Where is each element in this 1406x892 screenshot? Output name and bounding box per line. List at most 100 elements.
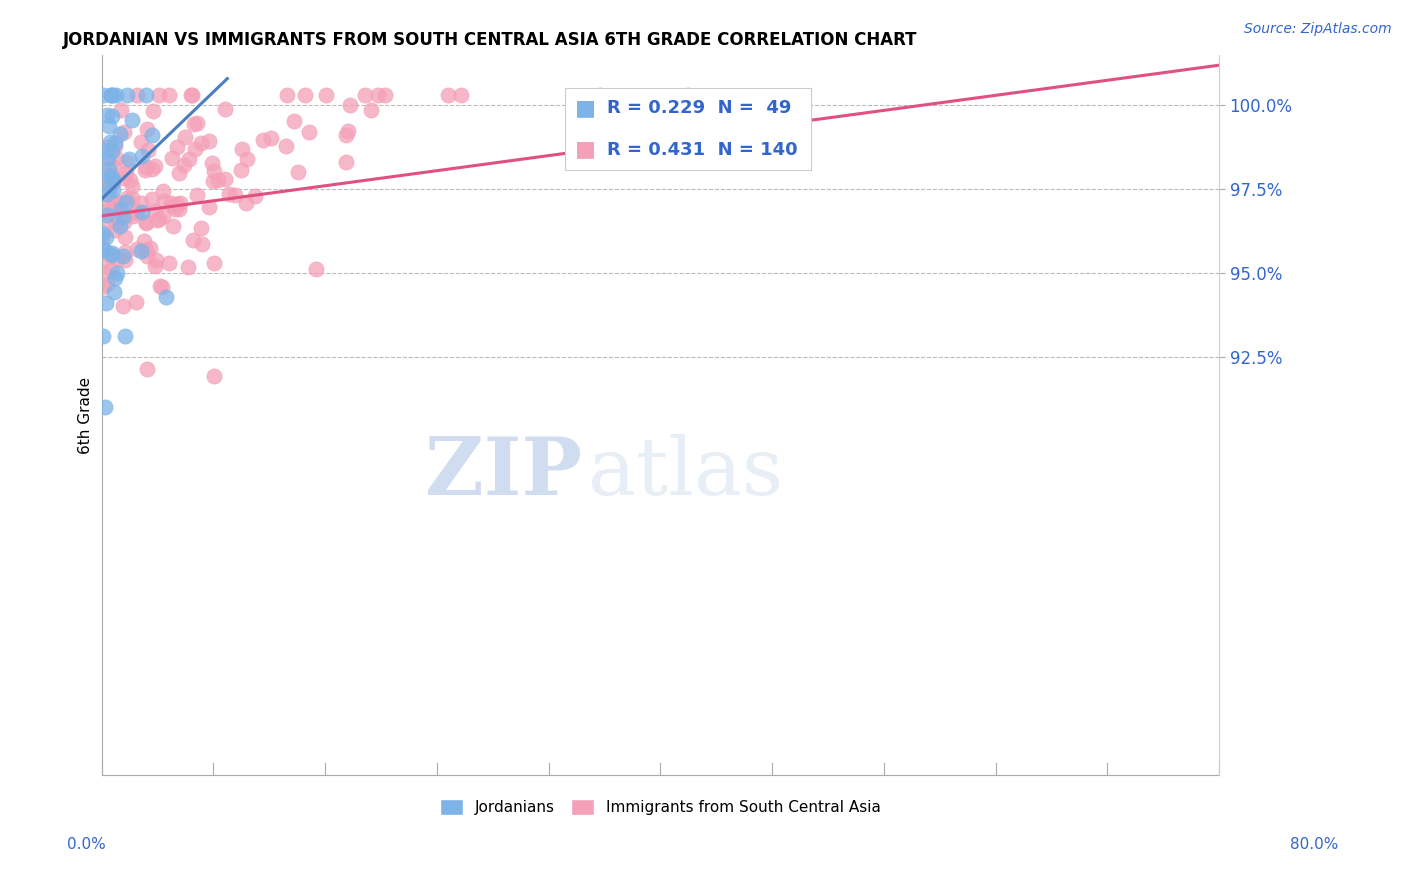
Point bbox=[131, 244, 153, 259]
Point bbox=[167, 202, 190, 216]
Point bbox=[96, 217, 118, 231]
Point bbox=[115, 88, 138, 103]
Point bbox=[91, 230, 114, 244]
Point bbox=[224, 187, 246, 202]
Point bbox=[136, 249, 159, 263]
Point bbox=[104, 208, 127, 222]
Point bbox=[197, 200, 219, 214]
Point bbox=[100, 247, 122, 261]
Point bbox=[91, 203, 114, 218]
Point bbox=[360, 103, 382, 117]
Point bbox=[94, 230, 117, 244]
Point bbox=[110, 202, 132, 216]
Point bbox=[148, 88, 170, 103]
Point bbox=[276, 138, 298, 153]
Point bbox=[97, 151, 120, 165]
Point bbox=[103, 176, 125, 190]
Point bbox=[98, 188, 121, 202]
Point bbox=[135, 161, 157, 175]
Point bbox=[91, 328, 114, 343]
Point bbox=[100, 261, 122, 276]
Point bbox=[115, 191, 138, 205]
Point bbox=[101, 88, 124, 103]
Point bbox=[96, 108, 118, 122]
Point bbox=[114, 245, 136, 260]
Point bbox=[204, 163, 226, 178]
Point bbox=[304, 261, 326, 276]
Point bbox=[132, 234, 155, 248]
Point bbox=[115, 166, 138, 180]
Point bbox=[115, 194, 138, 209]
Point bbox=[197, 134, 219, 148]
Point bbox=[201, 174, 224, 188]
Point bbox=[142, 103, 165, 118]
Point bbox=[98, 169, 121, 183]
Point bbox=[121, 191, 143, 205]
Point bbox=[91, 88, 114, 103]
Point bbox=[149, 278, 172, 293]
Point bbox=[214, 103, 236, 117]
Point bbox=[589, 88, 612, 103]
Point bbox=[143, 160, 166, 174]
Point bbox=[111, 210, 134, 224]
Point bbox=[231, 142, 253, 156]
Point bbox=[104, 151, 127, 165]
Point bbox=[114, 329, 136, 343]
Point bbox=[337, 124, 360, 138]
Point bbox=[112, 171, 135, 186]
Point bbox=[162, 151, 184, 165]
Point bbox=[118, 153, 141, 167]
Point bbox=[93, 242, 115, 256]
Point bbox=[98, 135, 121, 149]
Point bbox=[114, 230, 136, 244]
Point bbox=[103, 223, 125, 237]
Point bbox=[243, 189, 266, 203]
Point bbox=[108, 219, 131, 233]
Point bbox=[135, 216, 157, 230]
Point bbox=[141, 162, 163, 177]
Point bbox=[162, 219, 184, 233]
Point bbox=[157, 256, 180, 270]
Point bbox=[153, 194, 176, 209]
Point bbox=[231, 163, 253, 178]
Point bbox=[96, 277, 118, 291]
Point bbox=[110, 103, 132, 117]
Point bbox=[146, 212, 169, 227]
Point bbox=[121, 112, 143, 127]
Point bbox=[152, 184, 174, 198]
Point bbox=[91, 280, 114, 294]
Point bbox=[104, 88, 127, 103]
Point bbox=[91, 173, 114, 187]
Text: Source: ZipAtlas.com: Source: ZipAtlas.com bbox=[1244, 22, 1392, 37]
Point bbox=[134, 163, 156, 178]
Point bbox=[96, 208, 118, 222]
Point bbox=[207, 172, 229, 186]
Point bbox=[103, 136, 125, 150]
Point bbox=[436, 88, 458, 103]
Point bbox=[94, 296, 117, 310]
Point bbox=[141, 128, 163, 142]
Point bbox=[122, 209, 145, 223]
Point bbox=[127, 88, 149, 103]
Point bbox=[135, 121, 157, 136]
Point bbox=[287, 165, 309, 179]
Point bbox=[166, 196, 188, 211]
Point bbox=[97, 162, 120, 177]
Text: atlas: atlas bbox=[588, 434, 783, 512]
Point bbox=[152, 210, 174, 224]
Point bbox=[136, 361, 159, 376]
Point bbox=[100, 88, 122, 103]
Point bbox=[294, 88, 316, 103]
Point bbox=[183, 117, 205, 131]
Point bbox=[169, 195, 191, 210]
Point bbox=[191, 237, 214, 252]
Point bbox=[112, 215, 135, 229]
Point bbox=[127, 203, 149, 218]
Point bbox=[125, 206, 148, 220]
Point bbox=[181, 88, 204, 103]
Point bbox=[135, 243, 157, 257]
Point bbox=[101, 202, 124, 217]
Point bbox=[177, 260, 200, 275]
Point bbox=[105, 252, 128, 266]
Point bbox=[157, 88, 180, 103]
